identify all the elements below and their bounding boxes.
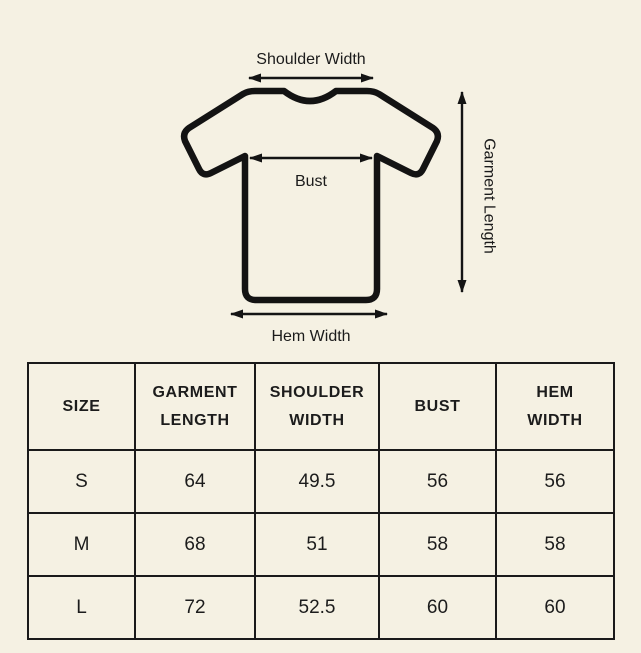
col-header-hem-width: HEM WIDTH — [495, 362, 615, 451]
cell-bust: 60 — [378, 575, 497, 640]
cell-shoulder-width: 51 — [254, 512, 380, 577]
tshirt-measurement-diagram: Shoulder Width Bust Hem Width Garment Le… — [180, 51, 498, 345]
size-table-body: S 64 49.5 56 56 M 68 51 58 58 L 72 52.5 … — [27, 449, 615, 640]
cell-garment-length: 68 — [134, 512, 256, 577]
cell-garment-length: 72 — [134, 575, 256, 640]
cell-hem-width: 58 — [495, 512, 615, 577]
cell-shoulder-width: 52.5 — [254, 575, 380, 640]
col-header-bust: BUST — [378, 362, 497, 451]
cell-bust: 58 — [378, 512, 497, 577]
col-header-size: SIZE — [27, 362, 136, 451]
table-row-m: M 68 51 58 58 — [27, 512, 615, 577]
size-table-header: SIZE GARMENT LENGTH SHOULDER WIDTH BUST … — [27, 362, 615, 451]
bust-label: Bust — [295, 173, 328, 190]
header-row: SIZE GARMENT LENGTH SHOULDER WIDTH BUST … — [27, 362, 615, 451]
cell-garment-length: 64 — [134, 449, 256, 514]
cell-size: S — [27, 449, 136, 514]
cell-bust: 56 — [378, 449, 497, 514]
cell-size: L — [27, 575, 136, 640]
col-header-shoulder-width: SHOULDER WIDTH — [254, 362, 380, 451]
tshirt-outline — [180, 87, 442, 304]
cell-hem-width: 60 — [495, 575, 615, 640]
table-row-l: L 72 52.5 60 60 — [27, 575, 615, 640]
cell-size: M — [27, 512, 136, 577]
table-row-s: S 64 49.5 56 56 — [27, 449, 615, 514]
garment-length-label: Garment Length — [481, 138, 498, 254]
shoulder-width-label: Shoulder Width — [256, 51, 365, 68]
size-table: SIZE GARMENT LENGTH SHOULDER WIDTH BUST … — [27, 362, 615, 640]
col-header-garment-length: GARMENT LENGTH — [134, 362, 256, 451]
hem-width-label: Hem Width — [271, 328, 350, 345]
cell-hem-width: 56 — [495, 449, 615, 514]
cell-shoulder-width: 49.5 — [254, 449, 380, 514]
